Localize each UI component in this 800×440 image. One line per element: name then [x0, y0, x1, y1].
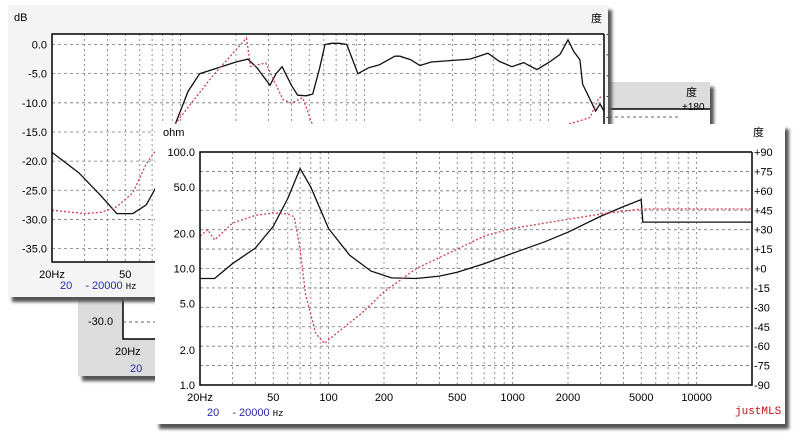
y2-tick-label: -45: [754, 322, 770, 334]
y-tick-label: -15.0: [22, 127, 47, 139]
y2-tick-label: +15: [754, 244, 773, 256]
x-tick-label: 50: [119, 269, 131, 281]
y-tick-label: -5.0: [28, 69, 47, 81]
y-tick-label: -25.0: [22, 185, 47, 197]
x-tick-label: 1000: [500, 392, 524, 404]
range-from[interactable]: 20: [60, 280, 73, 292]
y-axis-unit: ohm: [163, 127, 185, 139]
y-tick-label: 2.0: [180, 345, 195, 357]
x-tick-label: 20Hz: [39, 269, 65, 281]
y2-axis-unit: 度: [753, 127, 764, 139]
y2-tick-label: +45: [754, 205, 773, 217]
x-tick-label: 20Hz: [115, 346, 141, 358]
range-from[interactable]: 20: [130, 363, 143, 375]
y2-tick-label: -90: [754, 380, 770, 392]
impedance-series: [200, 167, 752, 280]
y2-tick-label: +60: [754, 186, 773, 198]
y2-tick-label: -15: [754, 283, 770, 295]
range-to[interactable]: - 20000: [85, 280, 123, 292]
y2-tick-label: +30: [754, 225, 773, 237]
range-unit: Hz: [125, 282, 137, 292]
range-display: 20 - 20000 Hz: [207, 407, 284, 419]
x-tick-label: 200: [375, 392, 393, 404]
y-tick-label: -10.0: [22, 98, 47, 110]
y2-tick-label: +0: [754, 264, 767, 276]
y-axis-unit: dB: [14, 12, 28, 24]
y-tick-label: -35.0: [22, 244, 47, 256]
y-tick-label: 20.0: [174, 228, 195, 240]
y2-tick-label: +75: [754, 166, 773, 178]
impedance-window[interactable]: 100.0 50.0 20.0 10.0 5.0 2.0 1.0 +90 +75 +60 +45 +3…: [155, 124, 785, 424]
y2-tick-label: +90: [606, 91, 608, 103]
y-tick-label: 100.0: [167, 147, 195, 159]
y-tick-label: -30.0: [22, 214, 47, 226]
y-tick-label: 50.0: [174, 182, 195, 194]
y2-tick-label: +180: [606, 29, 608, 41]
y2-tick-label: +180: [682, 102, 705, 113]
y2-tick-label: +60: [606, 112, 608, 124]
range-from[interactable]: 20: [207, 407, 220, 419]
impedance-chart: 100.0 50.0 20.0 10.0 5.0 2.0 1.0 +90 +75 +60 +45 +3…: [167, 147, 773, 404]
y-tick-label: 0.0: [32, 39, 47, 51]
x-tick-label: 2000: [556, 392, 580, 404]
y2-tick-label: +150: [606, 50, 608, 62]
range-unit: Hz: [272, 409, 284, 419]
y2-axis-unit: 度: [686, 87, 697, 99]
phase-series: [199, 208, 752, 345]
range-display: 20 - 20000 Hz: [60, 280, 137, 292]
plot-frame: [199, 151, 753, 386]
y-tick-label: -30.0: [88, 316, 114, 328]
x-tick-label: 500: [448, 392, 466, 404]
y2-tick-label: -60: [754, 341, 770, 353]
y-tick-label: 5.0: [180, 299, 195, 311]
magnitude-series: [51, 38, 605, 215]
y2-tick-label: -75: [754, 361, 770, 373]
brand-label: justMLS: [735, 406, 782, 418]
y-tick-label: -20.0: [22, 156, 47, 168]
x-tick-label: 50: [267, 392, 279, 404]
y-tick-label: 10.0: [174, 264, 195, 276]
y2-tick-label: +120: [606, 70, 608, 82]
x-tick-label: 100: [319, 392, 337, 404]
y2-tick-label: +90: [754, 147, 773, 159]
y-tick-label: 1.0: [180, 380, 195, 392]
x-tick-label: 20Hz: [187, 392, 213, 404]
x-tick-label: 10000: [681, 392, 712, 404]
x-tick-label: 5000: [629, 392, 653, 404]
range-to[interactable]: - 20000: [232, 407, 270, 419]
y2-tick-label: -30: [754, 302, 770, 314]
y2-axis-unit: 度: [591, 13, 602, 25]
